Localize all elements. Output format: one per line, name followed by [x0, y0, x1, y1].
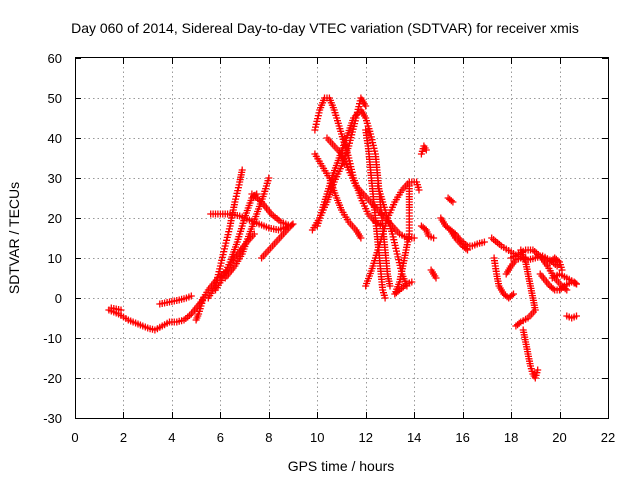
data-point: [357, 234, 365, 242]
x-tick-labels: 0 2 4 6 8 10 12 14 16 18 20 22: [71, 430, 615, 445]
y-tick-label: 0: [55, 291, 62, 306]
x-tick-label: 10: [310, 430, 324, 445]
data-point: [571, 279, 579, 287]
axis-ticks: [75, 58, 609, 419]
y-tick-label: -30: [43, 411, 62, 426]
data-point: [534, 366, 542, 374]
data-series-arc-31: [519, 326, 542, 382]
x-tick-label: 2: [120, 430, 127, 445]
data-point: [462, 245, 470, 253]
data-point: [288, 221, 296, 229]
data-series-arc-27: [490, 254, 517, 302]
data-point: [464, 246, 471, 254]
y-tick-label: -10: [43, 331, 62, 346]
x-tick-label: 16: [455, 430, 469, 445]
y-tick-label: 20: [48, 211, 62, 226]
x-tick-label: 20: [552, 430, 566, 445]
plot-frame: [75, 57, 609, 419]
data-point: [549, 285, 557, 293]
data-series-arc-06: [207, 210, 292, 234]
data-series-arc-30: [512, 246, 539, 330]
data-series-arc-12: [311, 150, 365, 242]
x-axis-label: GPS time / hours: [288, 458, 395, 474]
data-point: [187, 292, 195, 300]
data-point: [559, 283, 567, 291]
data-point: [408, 278, 416, 286]
data-point: [422, 146, 430, 154]
y-tick-label: -20: [43, 371, 62, 386]
data-point: [447, 197, 455, 205]
y-tick-label: 30: [48, 171, 62, 186]
y-tick-label: 60: [48, 51, 62, 66]
data-series-arc-33: [548, 270, 580, 288]
data-point: [432, 274, 440, 282]
x-tick-label: 14: [407, 430, 421, 445]
data-point: [512, 322, 520, 330]
data-series-arc-25: [447, 226, 471, 254]
data-point: [238, 166, 246, 174]
data-point: [410, 234, 418, 242]
data-series-arc-35: [563, 312, 580, 322]
data-point: [362, 102, 370, 110]
x-tick-label: 4: [168, 430, 175, 445]
data-point: [265, 174, 273, 182]
data-point: [554, 257, 562, 265]
data-point: [573, 280, 580, 288]
data-series-arc-22: [427, 266, 440, 282]
data-point: [289, 220, 297, 228]
x-tick-label: 0: [71, 430, 78, 445]
data-point: [558, 266, 566, 274]
data-point: [415, 186, 423, 194]
data-series-arc-04: [192, 294, 207, 324]
data-point: [510, 290, 517, 298]
data-point: [508, 291, 516, 299]
data-series-arc-09: [248, 190, 295, 230]
data-point: [386, 282, 394, 290]
x-tick-label: 8: [265, 430, 272, 445]
y-axis-label: SDTVAR / TECUs: [6, 182, 22, 294]
data-point: [449, 198, 457, 206]
data-points: [105, 94, 580, 382]
data-point: [573, 312, 580, 320]
data-point: [430, 234, 438, 242]
data-point: [117, 306, 125, 314]
data-series-arc-02: [107, 304, 125, 314]
data-series-arc-21: [417, 222, 438, 242]
x-tick-label: 12: [358, 430, 372, 445]
x-tick-label: 6: [217, 430, 224, 445]
y-tick-label: 10: [48, 251, 62, 266]
chart-title: Day 060 of 2014, Sidereal Day-to-day VTE…: [71, 20, 579, 36]
data-series-arc-15: [323, 134, 418, 242]
y-tick-label: 50: [48, 91, 62, 106]
data-series-arc-03: [156, 292, 195, 308]
data-series-arc-19: [391, 182, 416, 298]
data-point: [480, 238, 488, 246]
data-point: [553, 262, 561, 270]
data-series-arc-20: [417, 142, 430, 158]
x-tick-label: 22: [601, 430, 615, 445]
y-tick-labels: -30 -20 -10 0 10 20 30 40 50 60: [43, 51, 62, 426]
data-series-arc-34: [546, 254, 566, 274]
y-tick-label: 40: [48, 131, 62, 146]
x-tick-label: 18: [504, 430, 518, 445]
data-point: [381, 294, 389, 302]
data-series-arc-23: [444, 194, 457, 206]
data-series-arc-10: [258, 220, 297, 262]
